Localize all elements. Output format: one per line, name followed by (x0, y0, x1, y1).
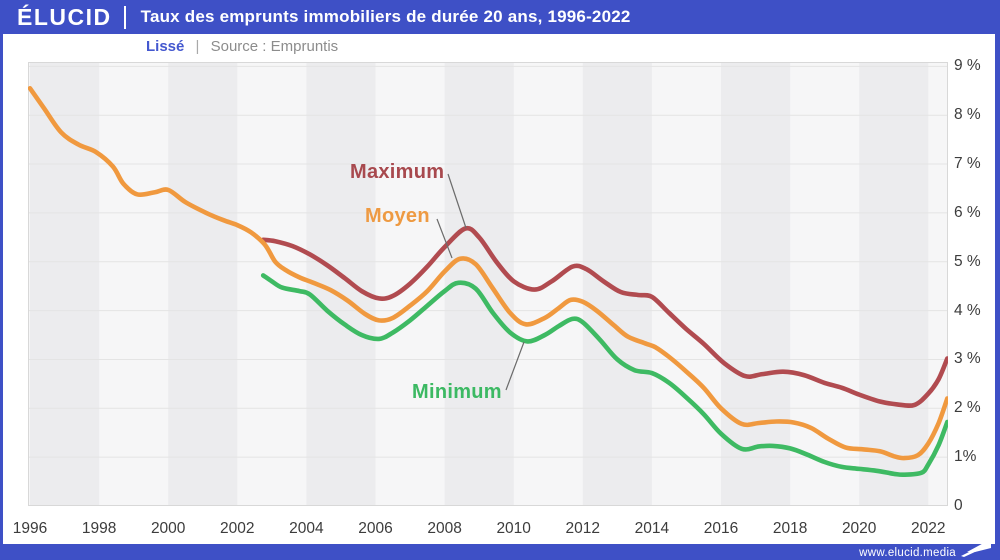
y-axis-label-2: 2 % (954, 399, 981, 417)
series-label-maximum: Maximum (350, 161, 445, 183)
elucid-logo: ÉLUCID (17, 3, 112, 30)
y-axis-label-6: 6 % (954, 203, 981, 221)
x-axis-label-2014: 2014 (634, 520, 670, 537)
chart-subheader: Lissé | Source : Empruntis (146, 38, 338, 55)
x-axis-label-2012: 2012 (565, 520, 601, 537)
x-axis-label-2010: 2010 (496, 520, 531, 537)
subheader-separator: | (195, 38, 200, 55)
page-title: Taux des emprunts immobiliers de durée 2… (140, 7, 631, 26)
series-label-moyen: Moyen (365, 205, 430, 227)
x-axis-label-2004: 2004 (289, 520, 324, 537)
footer-bar (0, 544, 1000, 560)
page-left-border (0, 0, 3, 560)
series-line-maximum (260, 225, 948, 408)
elucid-flag-icon (961, 539, 991, 557)
x-axis-label-2016: 2016 (703, 520, 739, 537)
header-divider (123, 5, 126, 29)
smoothing-label: Lissé (146, 38, 185, 55)
y-axis-label-7: 7 % (954, 155, 981, 173)
x-axis-label-1998: 1998 (81, 520, 117, 537)
series-line-minimum (260, 273, 948, 478)
label-connector-minimum (505, 341, 525, 391)
label-connector-maximum (447, 173, 467, 229)
website-url: www.elucid.media (859, 547, 956, 559)
series-line-moyen (28, 86, 948, 461)
y-axis-label-3: 3 % (954, 350, 981, 368)
y-axis-label-9: 9 % (954, 57, 981, 75)
series-label-minimum: Minimum (412, 381, 502, 403)
x-axis-label-2022: 2022 (911, 520, 946, 537)
y-axis-label-8: 8 % (954, 106, 981, 124)
x-axis-label-1996: 1996 (12, 520, 48, 537)
y-axis-label-1: 1% (954, 448, 977, 466)
y-axis-label-5: 5 % (954, 252, 981, 270)
x-axis-label-2020: 2020 (841, 520, 877, 537)
x-axis-label-2000: 2000 (150, 520, 186, 537)
source-label: Source : Empruntis (210, 38, 339, 55)
line-chart-plot-area (28, 62, 948, 506)
x-axis-label-2006: 2006 (358, 520, 393, 537)
y-axis-label-0: 0 (954, 497, 963, 514)
x-axis-label-2018: 2018 (772, 520, 808, 537)
x-axis-label-2002: 2002 (220, 520, 255, 537)
header-bar: ÉLUCID Taux des emprunts immobiliers de … (0, 0, 1000, 34)
y-axis-label-4: 4 % (954, 301, 981, 319)
page-right-border (995, 0, 1000, 560)
x-axis-label-2008: 2008 (427, 520, 462, 537)
label-connector-moyen (436, 218, 453, 259)
